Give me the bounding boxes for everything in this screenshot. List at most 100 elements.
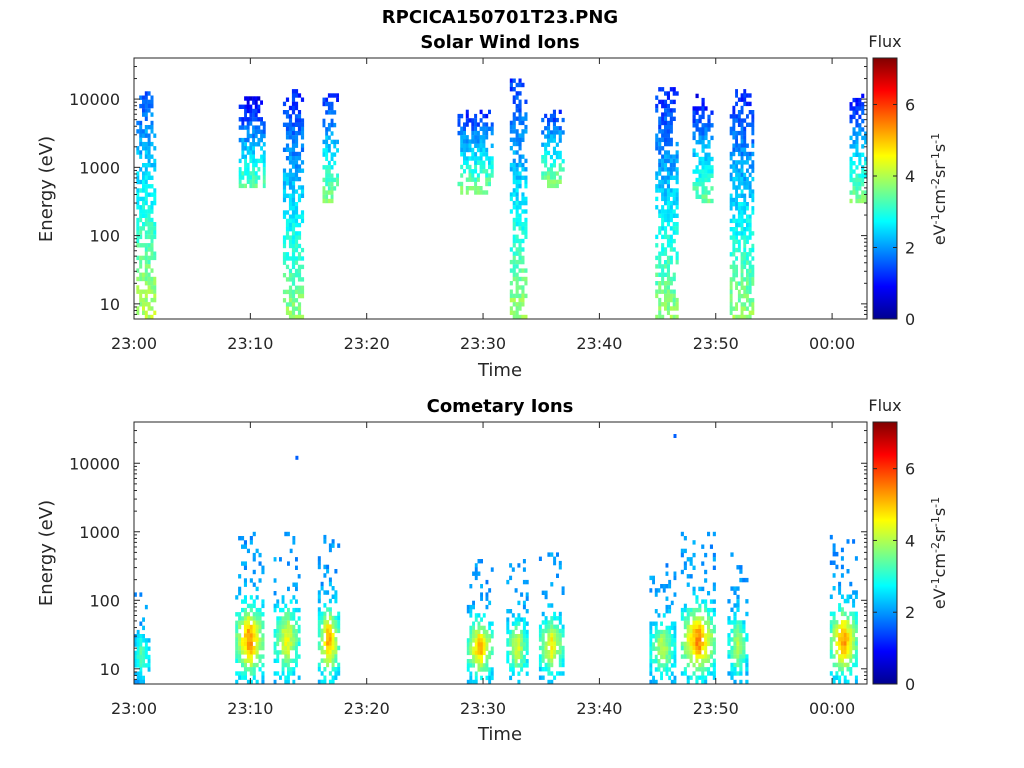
flux-cell	[829, 594, 833, 599]
flux-cell	[142, 297, 145, 303]
flux-cell	[249, 645, 253, 651]
flux-cell	[832, 628, 836, 634]
flux-cell	[743, 227, 747, 232]
flux-cell	[282, 172, 287, 178]
flux-cell	[709, 607, 713, 613]
solar-wind-colorbar-gradient	[872, 57, 898, 320]
flux-cell	[746, 151, 749, 157]
flux-cell	[852, 152, 856, 157]
flux-cell	[252, 637, 256, 642]
flux-cell	[849, 118, 853, 124]
flux-cell	[289, 548, 293, 554]
flux-cell	[743, 202, 747, 207]
flux-cell	[480, 667, 483, 672]
flux-cell	[257, 137, 261, 143]
flux-cell	[743, 101, 747, 107]
flux-cell	[460, 181, 464, 187]
flux-cell	[701, 123, 705, 128]
flux-cell	[664, 188, 668, 193]
flux-cell	[139, 663, 143, 668]
flux-cell	[474, 152, 478, 157]
flux-cell	[515, 222, 519, 227]
flux-cell	[241, 536, 245, 541]
flux-cell	[743, 97, 747, 102]
flux-cell	[740, 227, 744, 232]
flux-cell	[291, 126, 296, 132]
flux-cell	[457, 181, 461, 187]
flux-cell	[649, 679, 653, 685]
flux-cell	[657, 613, 661, 618]
flux-cell	[261, 599, 265, 604]
flux-cell	[333, 122, 337, 128]
flux-cell	[300, 97, 305, 102]
flux-cell	[835, 551, 839, 557]
flux-cell	[285, 176, 290, 182]
flux-cell	[477, 642, 481, 647]
flux-cell	[658, 146, 662, 151]
flux-cell	[488, 625, 492, 631]
flux-cell	[840, 624, 844, 629]
flux-cell	[249, 150, 253, 155]
flux-cell	[689, 658, 693, 663]
flux-cell	[732, 147, 736, 152]
flux-cell	[472, 654, 475, 660]
flux-cell	[294, 243, 299, 249]
flux-cell	[522, 567, 526, 572]
flux-cell	[675, 302, 679, 307]
flux-cell	[730, 620, 734, 625]
flux-cell	[144, 604, 148, 610]
flux-cell	[748, 281, 752, 286]
flux-cell	[246, 633, 250, 638]
flux-cell	[735, 164, 738, 169]
flux-cell	[331, 615, 335, 621]
flux-cell	[327, 101, 331, 107]
flux-cell	[737, 118, 741, 123]
flux-cell	[735, 93, 738, 98]
flux-cell	[144, 646, 148, 651]
solar-wind-plot-frame	[133, 57, 868, 320]
flux-cell	[517, 663, 521, 668]
flux-cell	[276, 633, 280, 638]
flux-cell	[649, 575, 653, 581]
flux-cell	[246, 624, 250, 630]
flux-cell	[854, 590, 858, 595]
flux-cell	[134, 671, 137, 676]
flux-cell	[279, 637, 282, 642]
flux-cell	[288, 277, 293, 282]
flux-cell	[249, 671, 253, 676]
flux-cell	[485, 169, 489, 174]
flux-cell	[515, 167, 519, 172]
flux-cell	[695, 650, 699, 655]
flux-cell	[737, 172, 741, 178]
flux-cell	[665, 667, 669, 672]
flux-cell	[852, 190, 856, 195]
flux-cell	[704, 607, 708, 613]
flux-cell	[482, 646, 486, 651]
flux-cell	[300, 143, 305, 148]
flux-cell	[488, 173, 491, 178]
flux-cell	[672, 238, 676, 244]
flux-cell	[558, 138, 562, 143]
flux-cell	[471, 169, 475, 174]
flux-cell	[291, 130, 296, 136]
flux-cell	[282, 235, 287, 240]
flux-cell	[468, 118, 472, 123]
flux-cell	[852, 169, 856, 174]
flux-cell	[558, 633, 562, 638]
flux-cell	[325, 165, 329, 170]
flux-cell	[482, 650, 486, 656]
flux-cell	[479, 186, 483, 191]
flux-cell	[740, 118, 744, 123]
flux-cell	[463, 160, 466, 165]
flux-cell	[260, 100, 263, 105]
flux-cell	[707, 173, 711, 178]
flux-cell	[743, 130, 747, 136]
flux-cell	[252, 96, 255, 101]
flux-cell	[328, 654, 332, 659]
flux-cell	[285, 130, 290, 136]
colorbar-tick-label: 4	[905, 531, 915, 550]
flux-cell	[665, 642, 669, 647]
flux-cell	[730, 650, 734, 655]
flux-cell	[235, 645, 239, 651]
flux-cell	[701, 156, 705, 162]
